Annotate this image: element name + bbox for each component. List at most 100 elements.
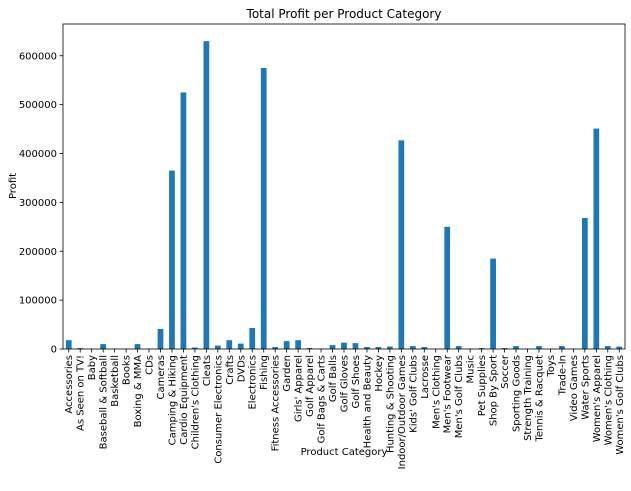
bar — [192, 347, 198, 349]
bar — [134, 344, 141, 349]
bar — [616, 346, 623, 349]
x-tick-label: Pet Supplies — [477, 355, 488, 416]
bar — [203, 41, 210, 350]
bar — [65, 340, 72, 349]
x-tick-label: Strength Training — [523, 355, 534, 441]
x-tick-label: Men's Footwear — [443, 354, 454, 433]
x-tick-label: Kids' Golf Clubs — [408, 355, 419, 433]
bar — [249, 327, 256, 349]
bar — [364, 347, 370, 349]
bar — [100, 344, 107, 349]
bar — [409, 346, 416, 349]
x-tick-label: Electronics — [248, 355, 259, 410]
bar — [260, 67, 267, 349]
x-tick-label: As Seen on TV! — [76, 355, 87, 431]
x-tick-label: Fishing — [259, 355, 270, 390]
bar — [501, 348, 508, 349]
y-tick-label: 100000 — [19, 296, 57, 307]
bar — [387, 346, 393, 349]
x-tick-label: Men's Golf Clubs — [454, 355, 465, 438]
bar — [604, 346, 611, 349]
bar — [398, 140, 405, 349]
x-tick-label: DVDs — [236, 355, 247, 382]
x-tick-label: Indoor/Outdoor Games — [397, 355, 408, 469]
y-tick-label: 0 — [51, 345, 57, 356]
y-tick-label: 500000 — [19, 100, 57, 111]
x-tick-label: Tennis & Racquet — [534, 355, 545, 443]
x-axis-label: Product Category — [301, 447, 388, 458]
x-tick-label: Music — [466, 355, 477, 383]
x-tick-label: Books — [122, 355, 133, 385]
x-tick-label: Cleats — [202, 355, 213, 386]
bar — [329, 345, 336, 349]
bar — [237, 343, 244, 349]
bar — [421, 347, 428, 349]
y-axis-label: Profit — [8, 173, 19, 199]
bar — [295, 340, 301, 349]
x-axis-ticks: Accessories As Seen on TV! Baby Baseball & … — [64, 349, 626, 469]
y-axis-ticks: 0 100000 200000 300000 400000 500000 600000 — [19, 51, 63, 356]
x-tick-label: Men's Clothing — [431, 355, 442, 429]
bars — [65, 41, 623, 350]
bar — [455, 346, 462, 349]
x-tick-label: Consumer Electronics — [213, 355, 224, 464]
x-tick-label: Golf Apparel — [305, 355, 316, 417]
x-tick-label: Golf Bags & Carts — [317, 355, 328, 443]
bar — [352, 343, 359, 349]
x-tick-label: Baseball & Softball — [99, 355, 110, 449]
x-tick-label: Shop By Sport — [489, 355, 500, 426]
x-tick-label: Baby — [87, 355, 98, 380]
x-tick-label: Video Games — [569, 355, 580, 421]
bar — [375, 347, 382, 349]
x-tick-label: Garden — [282, 355, 293, 392]
x-tick-label: Children's Clothing — [190, 355, 201, 449]
x-tick-label: Water Sports — [580, 355, 591, 420]
x-tick-label: Golf Shoes — [351, 355, 362, 409]
bar — [559, 346, 565, 349]
bar — [490, 258, 496, 349]
y-tick-label: 200000 — [19, 247, 57, 258]
x-tick-label: Crafts — [225, 355, 236, 385]
x-tick-label: Toys — [546, 355, 557, 378]
x-tick-label: Basketball — [110, 355, 121, 407]
x-tick-label: Hunting & Shooting — [385, 355, 396, 453]
x-tick-label: Sporting Goods — [512, 355, 523, 432]
x-tick-label: Trade-In — [557, 355, 568, 396]
plot-frame — [62, 23, 626, 350]
y-tick-label: 400000 — [19, 149, 57, 160]
x-tick-label: Soccer — [500, 354, 511, 389]
bar — [341, 342, 347, 349]
x-tick-label: Lacrosse — [420, 355, 431, 399]
x-tick-label: Fitness Accessories — [271, 355, 282, 451]
bar — [169, 170, 175, 349]
y-tick-label: 600000 — [19, 51, 57, 62]
x-tick-label: CDs — [145, 355, 156, 375]
x-tick-label: Women's Apparel — [592, 355, 603, 442]
bar — [593, 128, 600, 349]
y-tick-label: 300000 — [19, 198, 57, 209]
x-tick-label: Girls' Apparel — [294, 355, 305, 422]
x-tick-label: Women's Clothing — [603, 355, 614, 445]
bar — [283, 341, 290, 349]
chart-title: Total Profit per Product Category — [246, 7, 442, 21]
bar — [536, 346, 542, 349]
x-tick-label: Accessories — [64, 355, 75, 414]
bar — [581, 218, 588, 349]
x-tick-label: Boxing & MMA — [133, 355, 144, 427]
bar — [226, 340, 233, 349]
bar — [214, 345, 221, 349]
bar — [444, 226, 451, 349]
bar — [77, 348, 84, 349]
x-tick-label: Cameras — [156, 355, 167, 399]
bar — [157, 328, 164, 349]
x-tick-label: Golf Gloves — [340, 355, 351, 412]
bar — [478, 348, 485, 349]
bar — [306, 348, 313, 349]
x-tick-label: Health and Beauty — [362, 355, 373, 448]
x-tick-label: Hockey — [374, 355, 385, 392]
x-tick-label: Golf Balls — [328, 355, 339, 402]
bar — [180, 92, 187, 350]
x-tick-label: Women's Golf Clubs — [615, 355, 626, 455]
bar — [513, 346, 519, 349]
